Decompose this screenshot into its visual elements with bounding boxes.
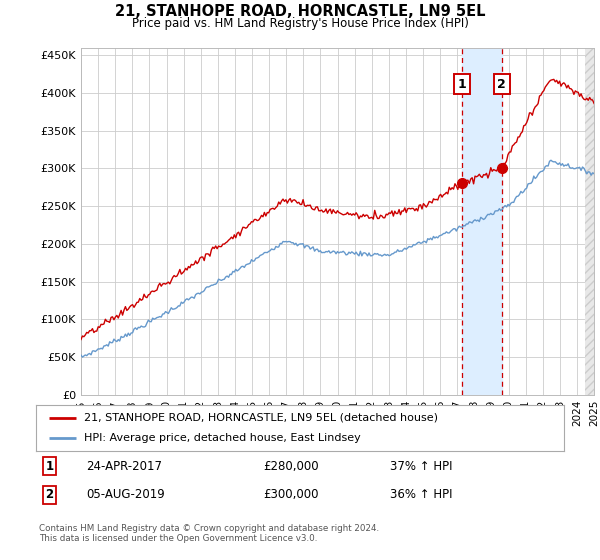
Text: 21, STANHOPE ROAD, HORNCASTLE, LN9 5EL (detached house): 21, STANHOPE ROAD, HORNCASTLE, LN9 5EL (… xyxy=(83,413,437,423)
Text: HPI: Average price, detached house, East Lindsey: HPI: Average price, detached house, East… xyxy=(83,433,360,444)
Text: 2: 2 xyxy=(46,488,53,501)
Bar xyxy=(586,48,594,395)
Text: 2: 2 xyxy=(497,77,506,91)
Text: Price paid vs. HM Land Registry's House Price Index (HPI): Price paid vs. HM Land Registry's House … xyxy=(131,17,469,30)
Text: Contains HM Land Registry data © Crown copyright and database right 2024.: Contains HM Land Registry data © Crown c… xyxy=(39,524,379,533)
Text: This data is licensed under the Open Government Licence v3.0.: This data is licensed under the Open Gov… xyxy=(39,534,317,543)
Text: 1: 1 xyxy=(46,460,53,473)
Text: 24-APR-2017: 24-APR-2017 xyxy=(86,460,162,473)
Bar xyxy=(463,48,502,395)
Text: 05-AUG-2019: 05-AUG-2019 xyxy=(86,488,165,501)
Text: £300,000: £300,000 xyxy=(263,488,319,501)
Text: 21, STANHOPE ROAD, HORNCASTLE, LN9 5EL: 21, STANHOPE ROAD, HORNCASTLE, LN9 5EL xyxy=(115,4,485,19)
Text: 1: 1 xyxy=(458,77,467,91)
Text: 36% ↑ HPI: 36% ↑ HPI xyxy=(390,488,452,501)
Text: 37% ↑ HPI: 37% ↑ HPI xyxy=(390,460,452,473)
Text: £280,000: £280,000 xyxy=(263,460,319,473)
